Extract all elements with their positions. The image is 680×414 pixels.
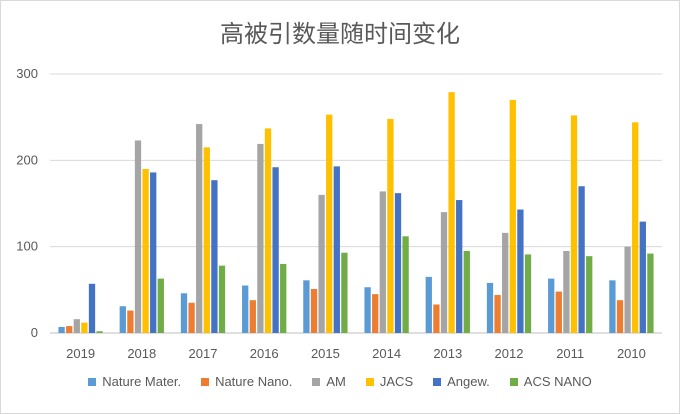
- bar: [188, 302, 195, 333]
- bar: [211, 180, 218, 333]
- x-tick-label: 2015: [311, 346, 340, 361]
- legend-label: Nature Nano.: [215, 374, 293, 389]
- bar: [425, 276, 432, 333]
- legend-item: Nature Mater.: [88, 374, 181, 389]
- bar: [310, 288, 318, 333]
- bar: [616, 300, 624, 333]
- legend-swatch: [312, 377, 321, 386]
- x-tick-label: 2012: [495, 346, 524, 361]
- bar: [157, 278, 164, 333]
- bar: [486, 282, 494, 333]
- bar: [341, 252, 348, 333]
- x-tick-label: 2013: [433, 346, 462, 361]
- bar: [303, 280, 310, 333]
- legend-item: Nature Nano.: [201, 374, 292, 389]
- legend-item: ACS NANO: [509, 374, 592, 389]
- bar: [639, 221, 646, 333]
- bar: [242, 285, 249, 333]
- bar: [203, 147, 210, 333]
- bar: [196, 124, 203, 333]
- bar: [81, 322, 88, 333]
- legend-label: ACS NANO: [523, 374, 592, 389]
- bar: [73, 319, 80, 333]
- bar: [88, 283, 96, 333]
- bar: [326, 114, 333, 334]
- bar: [632, 122, 639, 333]
- bar: [509, 99, 516, 334]
- legend-label: Angew.: [447, 374, 490, 389]
- bar: [448, 92, 455, 333]
- y-tick-label: 100: [16, 239, 38, 254]
- legend: Nature Mater. Nature Nano. AM JACS Angew. ACS…: [0, 374, 680, 389]
- legend-swatch: [201, 377, 210, 386]
- bar: [379, 191, 386, 333]
- bar: [647, 253, 654, 333]
- y-tick-label: 0: [31, 325, 38, 340]
- bar: [394, 193, 402, 333]
- bar: [272, 167, 279, 333]
- bar: [180, 293, 188, 333]
- bar: [66, 326, 73, 333]
- x-tick-label: 2010: [617, 346, 646, 361]
- bar: [517, 209, 524, 333]
- bar: [127, 310, 134, 333]
- bar: [387, 118, 394, 333]
- bar: [494, 295, 501, 333]
- bar: [440, 212, 448, 333]
- bar: [280, 263, 287, 333]
- legend-swatch: [433, 377, 442, 386]
- bar: [524, 254, 532, 333]
- bar: [548, 278, 555, 333]
- legend-item: AM: [312, 374, 346, 389]
- legend-swatch: [509, 377, 518, 386]
- bar: [58, 326, 65, 333]
- bar: [249, 300, 256, 333]
- bar: [555, 291, 562, 333]
- bar: [150, 172, 157, 333]
- bar: [563, 250, 570, 333]
- bar: [578, 186, 585, 333]
- y-tick-label: 300: [16, 66, 38, 81]
- bar: [456, 200, 463, 333]
- legend-label: AM: [326, 374, 346, 389]
- bar: [218, 265, 226, 333]
- bar: [372, 294, 379, 333]
- x-tick-label: 2019: [66, 346, 95, 361]
- bar: [119, 306, 126, 333]
- bar: [609, 280, 616, 333]
- bar: [364, 287, 371, 333]
- bar: [318, 194, 325, 333]
- bar: [264, 128, 272, 333]
- bar: [463, 250, 470, 333]
- legend-swatch: [88, 377, 97, 386]
- bar: [586, 256, 593, 333]
- bar: [502, 232, 509, 333]
- x-tick-label: 2018: [127, 346, 156, 361]
- bar: [570, 115, 578, 333]
- x-tick-label: 2016: [250, 346, 279, 361]
- x-tick-label: 2011: [556, 346, 584, 361]
- legend-label: Nature Mater.: [102, 374, 182, 389]
- x-tick-label: 2017: [189, 346, 218, 361]
- bar: [257, 143, 264, 333]
- bar: [142, 168, 149, 333]
- bar: [402, 236, 409, 333]
- legend-item: JACS: [365, 374, 414, 389]
- bar: [134, 140, 142, 333]
- bar: [624, 246, 631, 333]
- x-tick-label: 2014: [372, 346, 401, 361]
- legend-swatch: [365, 377, 374, 386]
- bar: [433, 304, 440, 333]
- chart-title: 高被引数量随时间变化: [220, 20, 460, 48]
- legend-item: Angew.: [433, 374, 490, 389]
- y-tick-label: 200: [16, 152, 38, 167]
- bar: [333, 166, 340, 333]
- bar: [96, 331, 103, 333]
- legend-label: JACS: [379, 374, 414, 389]
